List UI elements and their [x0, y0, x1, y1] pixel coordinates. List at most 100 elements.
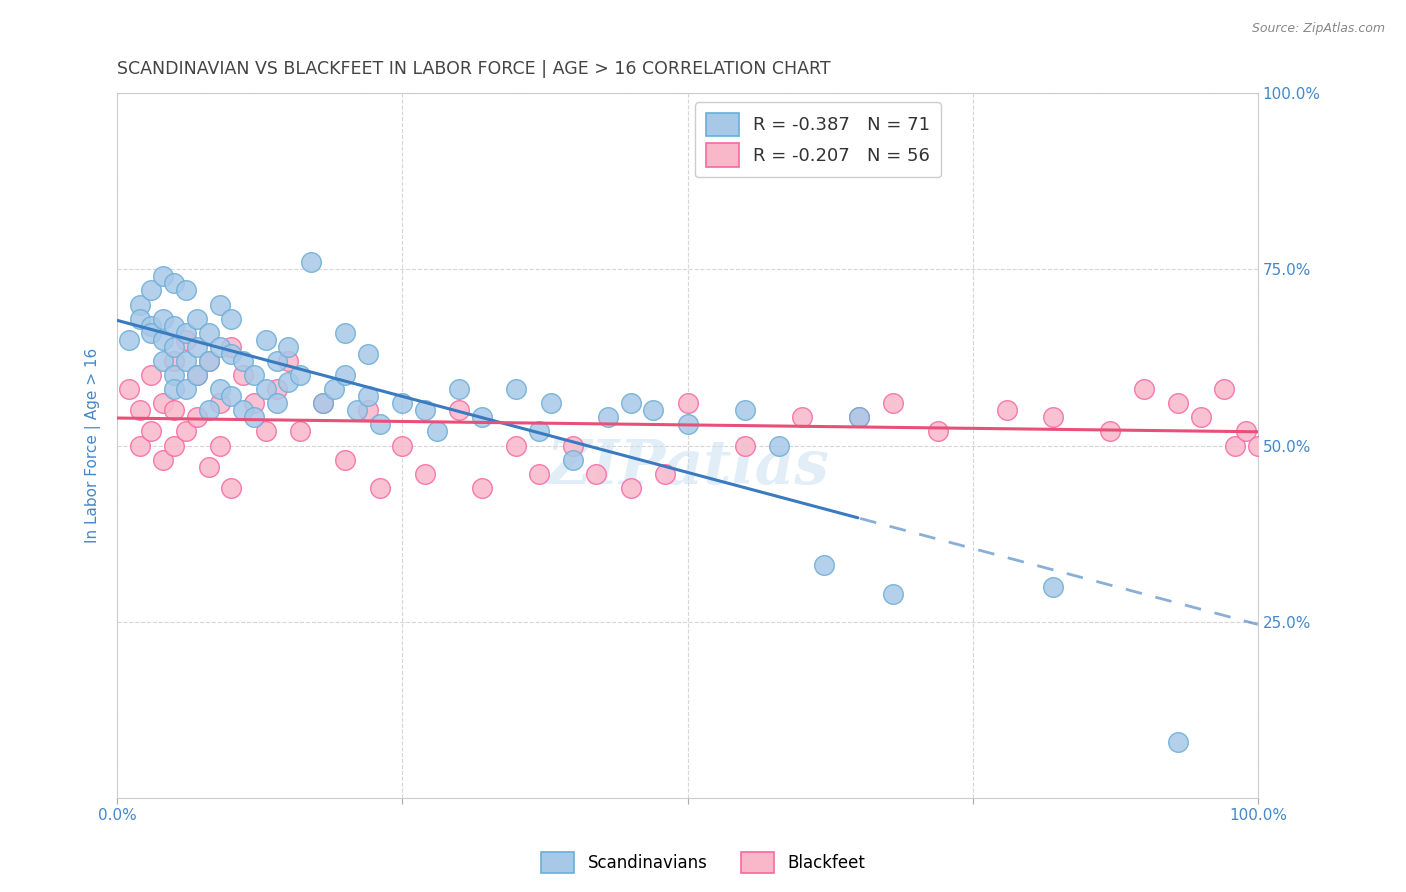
Point — [813, 558, 835, 573]
Point — [174, 354, 197, 368]
Point — [174, 382, 197, 396]
Point — [1212, 382, 1234, 396]
Point — [311, 396, 333, 410]
Point — [734, 438, 756, 452]
Point — [152, 269, 174, 284]
Point — [1189, 410, 1212, 425]
Point — [619, 396, 641, 410]
Point — [277, 354, 299, 368]
Point — [619, 481, 641, 495]
Point — [848, 410, 870, 425]
Point — [562, 452, 585, 467]
Point — [141, 318, 163, 333]
Point — [152, 452, 174, 467]
Point — [643, 403, 665, 417]
Point — [163, 403, 186, 417]
Point — [243, 410, 266, 425]
Point — [208, 340, 231, 354]
Point — [1167, 734, 1189, 748]
Point — [254, 382, 277, 396]
Point — [995, 403, 1018, 417]
Point — [254, 425, 277, 439]
Point — [585, 467, 607, 481]
Point — [221, 347, 243, 361]
Point — [882, 586, 904, 600]
Point — [346, 403, 368, 417]
Point — [505, 438, 527, 452]
Text: ZIPatlas: ZIPatlas — [546, 437, 830, 497]
Point — [208, 396, 231, 410]
Point — [208, 438, 231, 452]
Text: SCANDINAVIAN VS BLACKFEET IN LABOR FORCE | AGE > 16 CORRELATION CHART: SCANDINAVIAN VS BLACKFEET IN LABOR FORCE… — [117, 60, 831, 78]
Point — [676, 417, 699, 432]
Point — [357, 347, 380, 361]
Point — [243, 368, 266, 382]
Point — [163, 318, 186, 333]
Point — [299, 255, 322, 269]
Point — [186, 368, 208, 382]
Point — [221, 389, 243, 403]
Point — [221, 311, 243, 326]
Point — [1042, 410, 1064, 425]
Point — [186, 340, 208, 354]
Point — [152, 311, 174, 326]
Point — [391, 396, 413, 410]
Point — [288, 368, 311, 382]
Point — [277, 340, 299, 354]
Point — [1098, 425, 1121, 439]
Point — [1236, 425, 1258, 439]
Point — [163, 354, 186, 368]
Point — [266, 396, 288, 410]
Point — [163, 368, 186, 382]
Point — [1247, 438, 1270, 452]
Point — [197, 354, 219, 368]
Point — [413, 467, 436, 481]
Point — [186, 410, 208, 425]
Point — [254, 333, 277, 347]
Point — [232, 354, 254, 368]
Point — [540, 396, 562, 410]
Point — [335, 326, 357, 340]
Point — [174, 284, 197, 298]
Text: Source: ZipAtlas.com: Source: ZipAtlas.com — [1251, 22, 1385, 36]
Point — [186, 311, 208, 326]
Point — [449, 403, 471, 417]
Point — [529, 425, 551, 439]
Point — [174, 425, 197, 439]
Point — [197, 354, 219, 368]
Point — [243, 396, 266, 410]
Point — [768, 438, 790, 452]
Point — [848, 410, 870, 425]
Point — [197, 326, 219, 340]
Point — [882, 396, 904, 410]
Y-axis label: In Labor Force | Age > 16: In Labor Force | Age > 16 — [86, 348, 101, 543]
Point — [413, 403, 436, 417]
Point — [141, 284, 163, 298]
Point — [368, 417, 391, 432]
Point — [174, 333, 197, 347]
Point — [449, 382, 471, 396]
Point — [734, 403, 756, 417]
Point — [927, 425, 949, 439]
Point — [152, 396, 174, 410]
Point — [129, 311, 152, 326]
Point — [335, 368, 357, 382]
Point — [426, 425, 449, 439]
Point — [118, 382, 141, 396]
Point — [1133, 382, 1156, 396]
Point — [221, 340, 243, 354]
Point — [141, 326, 163, 340]
Point — [505, 382, 527, 396]
Point — [471, 481, 494, 495]
Point — [266, 354, 288, 368]
Point — [208, 297, 231, 311]
Point — [529, 467, 551, 481]
Point — [335, 452, 357, 467]
Point — [676, 396, 699, 410]
Legend: Scandinavians, Blackfeet: Scandinavians, Blackfeet — [534, 846, 872, 880]
Point — [790, 410, 813, 425]
Point — [129, 438, 152, 452]
Point — [368, 481, 391, 495]
Point — [152, 354, 174, 368]
Point — [163, 340, 186, 354]
